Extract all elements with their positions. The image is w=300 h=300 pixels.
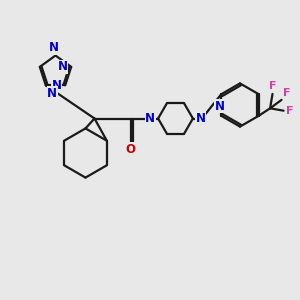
Text: N: N [52, 79, 61, 92]
Text: N: N [196, 112, 206, 125]
Text: N: N [215, 100, 225, 112]
Text: F: F [286, 106, 293, 116]
Text: N: N [49, 41, 59, 54]
Text: F: F [283, 88, 290, 98]
Text: N: N [47, 87, 57, 100]
Text: N: N [145, 112, 155, 125]
Text: O: O [125, 143, 136, 156]
Text: N: N [58, 60, 68, 74]
Text: F: F [269, 81, 276, 91]
